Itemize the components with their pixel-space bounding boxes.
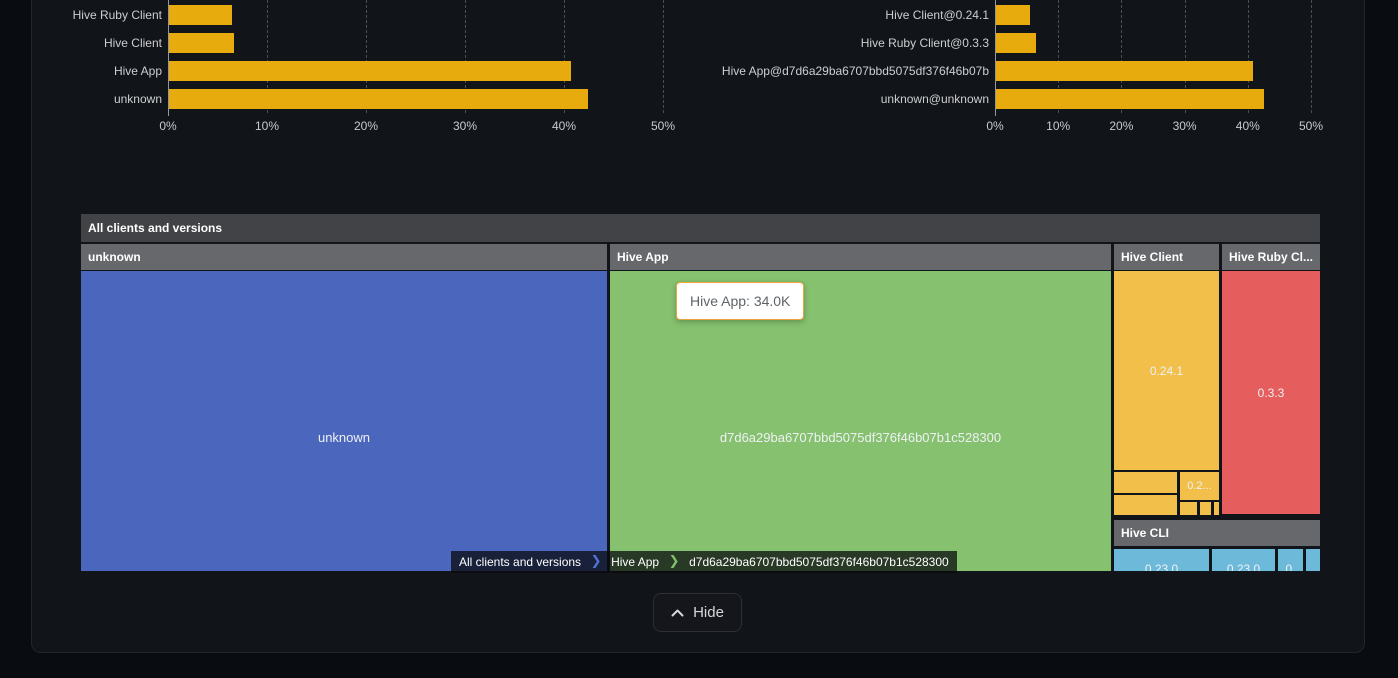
gridline — [1247, 0, 1249, 113]
category-label: Hive Client — [103, 36, 162, 50]
treemap-cell-hive-cli-version[interactable]: 0.23.0 — [1212, 549, 1275, 571]
gridline — [1311, 0, 1312, 113]
bar-clients-share[interactable] — [169, 5, 233, 25]
treemap-cell-label: 0.23.0 — [1144, 562, 1179, 571]
treemap-group-header-hive-app[interactable]: Hive App — [610, 244, 1111, 270]
treemap-cell-hive-client-minor[interactable] — [1200, 502, 1211, 515]
x-tick-label: 20% — [353, 119, 379, 133]
treemap-group-header-hive-client[interactable]: Hive Client — [1114, 244, 1219, 270]
gridline — [1184, 0, 1186, 113]
treemap-cell-hive-client-minor[interactable] — [1180, 502, 1197, 515]
treemap-cell-label: 0.3.3 — [1257, 385, 1285, 400]
treemap-cell-label: 0.24.1 — [1149, 363, 1184, 378]
x-tick-label: 10% — [254, 119, 280, 133]
bar-client-versions-share[interactable] — [996, 5, 1031, 25]
bar-client-versions-share[interactable] — [996, 61, 1254, 81]
bar-charts-area: 0% 10% 20% 30% 40% 50% Hive Ruby Client Hive Cl… — [0, 0, 1398, 140]
x-tick-label: 0% — [986, 119, 1004, 133]
treemap: All clients and versions unknown Hive Ap… — [81, 214, 1320, 571]
breadcrumb-item-hive-app[interactable]: Hive App — [603, 551, 668, 573]
gridline — [663, 0, 664, 113]
treemap-tooltip-text: Hive App: 34.0K — [690, 293, 791, 309]
treemap-cell-hive-client-minor[interactable] — [1214, 502, 1219, 515]
x-tick-label: 30% — [1172, 119, 1197, 133]
category-label: unknown — [113, 92, 162, 106]
treemap-cell-hive-cli-minor[interactable] — [1306, 549, 1320, 571]
category-label: Hive App — [113, 64, 162, 78]
treemap-tooltip: Hive App: 34.0K — [676, 282, 805, 320]
x-tick-label: 20% — [1109, 119, 1134, 133]
x-tick-label: 10% — [1046, 119, 1071, 133]
treemap-cell-unknown[interactable]: unknown — [81, 271, 607, 571]
x-tick-label: 50% — [1298, 119, 1324, 133]
bar-client-versions-share[interactable] — [996, 89, 1264, 109]
breadcrumb-item-version-hash[interactable]: d7d6a29ba6707bbd5075df376f46b07b1c528300 — [681, 551, 957, 573]
treemap-cell-hive-app-version[interactable]: d7d6a29ba6707bbd5075df376f46b07b1c528300 — [610, 271, 1111, 571]
treemap-cell-hive-cli-version[interactable]: 0. — [1278, 549, 1303, 571]
x-tick-label: 40% — [551, 119, 577, 133]
treemap-title-bar[interactable]: All clients and versions — [81, 214, 1320, 242]
treemap-group-header-hive-ruby-client[interactable]: Hive Ruby Cl... — [1222, 244, 1320, 270]
gridline — [366, 0, 367, 113]
treemap-cell-hive-ruby-client-0-3-3[interactable]: 0.3.3 — [1222, 271, 1320, 514]
treemap-cell-label: d7d6a29ba6707bbd5075df376f46b07b1c528300 — [719, 429, 1002, 445]
breadcrumb-item-root[interactable]: All clients and versions — [451, 551, 590, 573]
hide-button-label: Hide — [693, 604, 724, 621]
x-tick-label: 0% — [159, 119, 177, 133]
chevron-right-icon: ❯ — [589, 551, 604, 573]
treemap-cell-label: 0.23.0 — [1226, 562, 1261, 571]
hide-button[interactable]: Hide — [653, 593, 742, 632]
treemap-cell-label: 0.2... — [1187, 480, 1212, 492]
bar-client-versions-share[interactable] — [996, 33, 1036, 53]
bar-clients-share[interactable] — [169, 89, 588, 109]
bar-clients-share[interactable] — [169, 61, 571, 81]
category-label: Hive Client@0.24.1 — [885, 8, 989, 22]
gridline — [1058, 0, 1060, 113]
treemap-cell-hive-client-minor[interactable] — [1114, 472, 1177, 493]
category-label: unknown@unknown — [880, 92, 989, 106]
gridline — [267, 0, 268, 113]
chevron-right-icon: ❯ — [667, 551, 682, 573]
chevron-up-icon — [671, 609, 684, 617]
x-tick-label: 40% — [1235, 119, 1260, 133]
category-label: Hive Ruby Client@0.3.3 — [860, 36, 989, 50]
treemap-group-header-hive-cli[interactable]: Hive CLI — [1114, 520, 1320, 546]
treemap-cell-hive-client-0-2[interactable]: 0.2... — [1180, 472, 1219, 500]
category-label: Hive App@d7d6a29ba6707bbd5075df376f46b07… — [721, 64, 989, 78]
category-label: Hive Ruby Client — [72, 8, 162, 22]
y-axis-line — [995, 0, 996, 116]
y-axis-line — [168, 0, 169, 116]
x-tick-label: 50% — [650, 119, 676, 133]
treemap-breadcrumb: All clients and versions ❯ Hive App ❯ d7… — [451, 551, 957, 573]
x-tick-label: 30% — [452, 119, 478, 133]
gridline — [564, 0, 565, 113]
gridline — [1121, 0, 1123, 113]
treemap-cell-hive-client-0-24-1[interactable]: 0.24.1 — [1114, 271, 1219, 470]
bar-clients-share[interactable] — [169, 33, 235, 53]
gridline — [465, 0, 466, 113]
treemap-cell-hive-client-minor[interactable] — [1114, 495, 1177, 515]
treemap-cell-label: 0. — [1285, 562, 1296, 571]
treemap-group-header-unknown[interactable]: unknown — [81, 244, 607, 270]
treemap-cell-hive-cli-version[interactable]: 0.23.0 — [1114, 549, 1209, 571]
treemap-cell-label: unknown — [317, 429, 371, 445]
